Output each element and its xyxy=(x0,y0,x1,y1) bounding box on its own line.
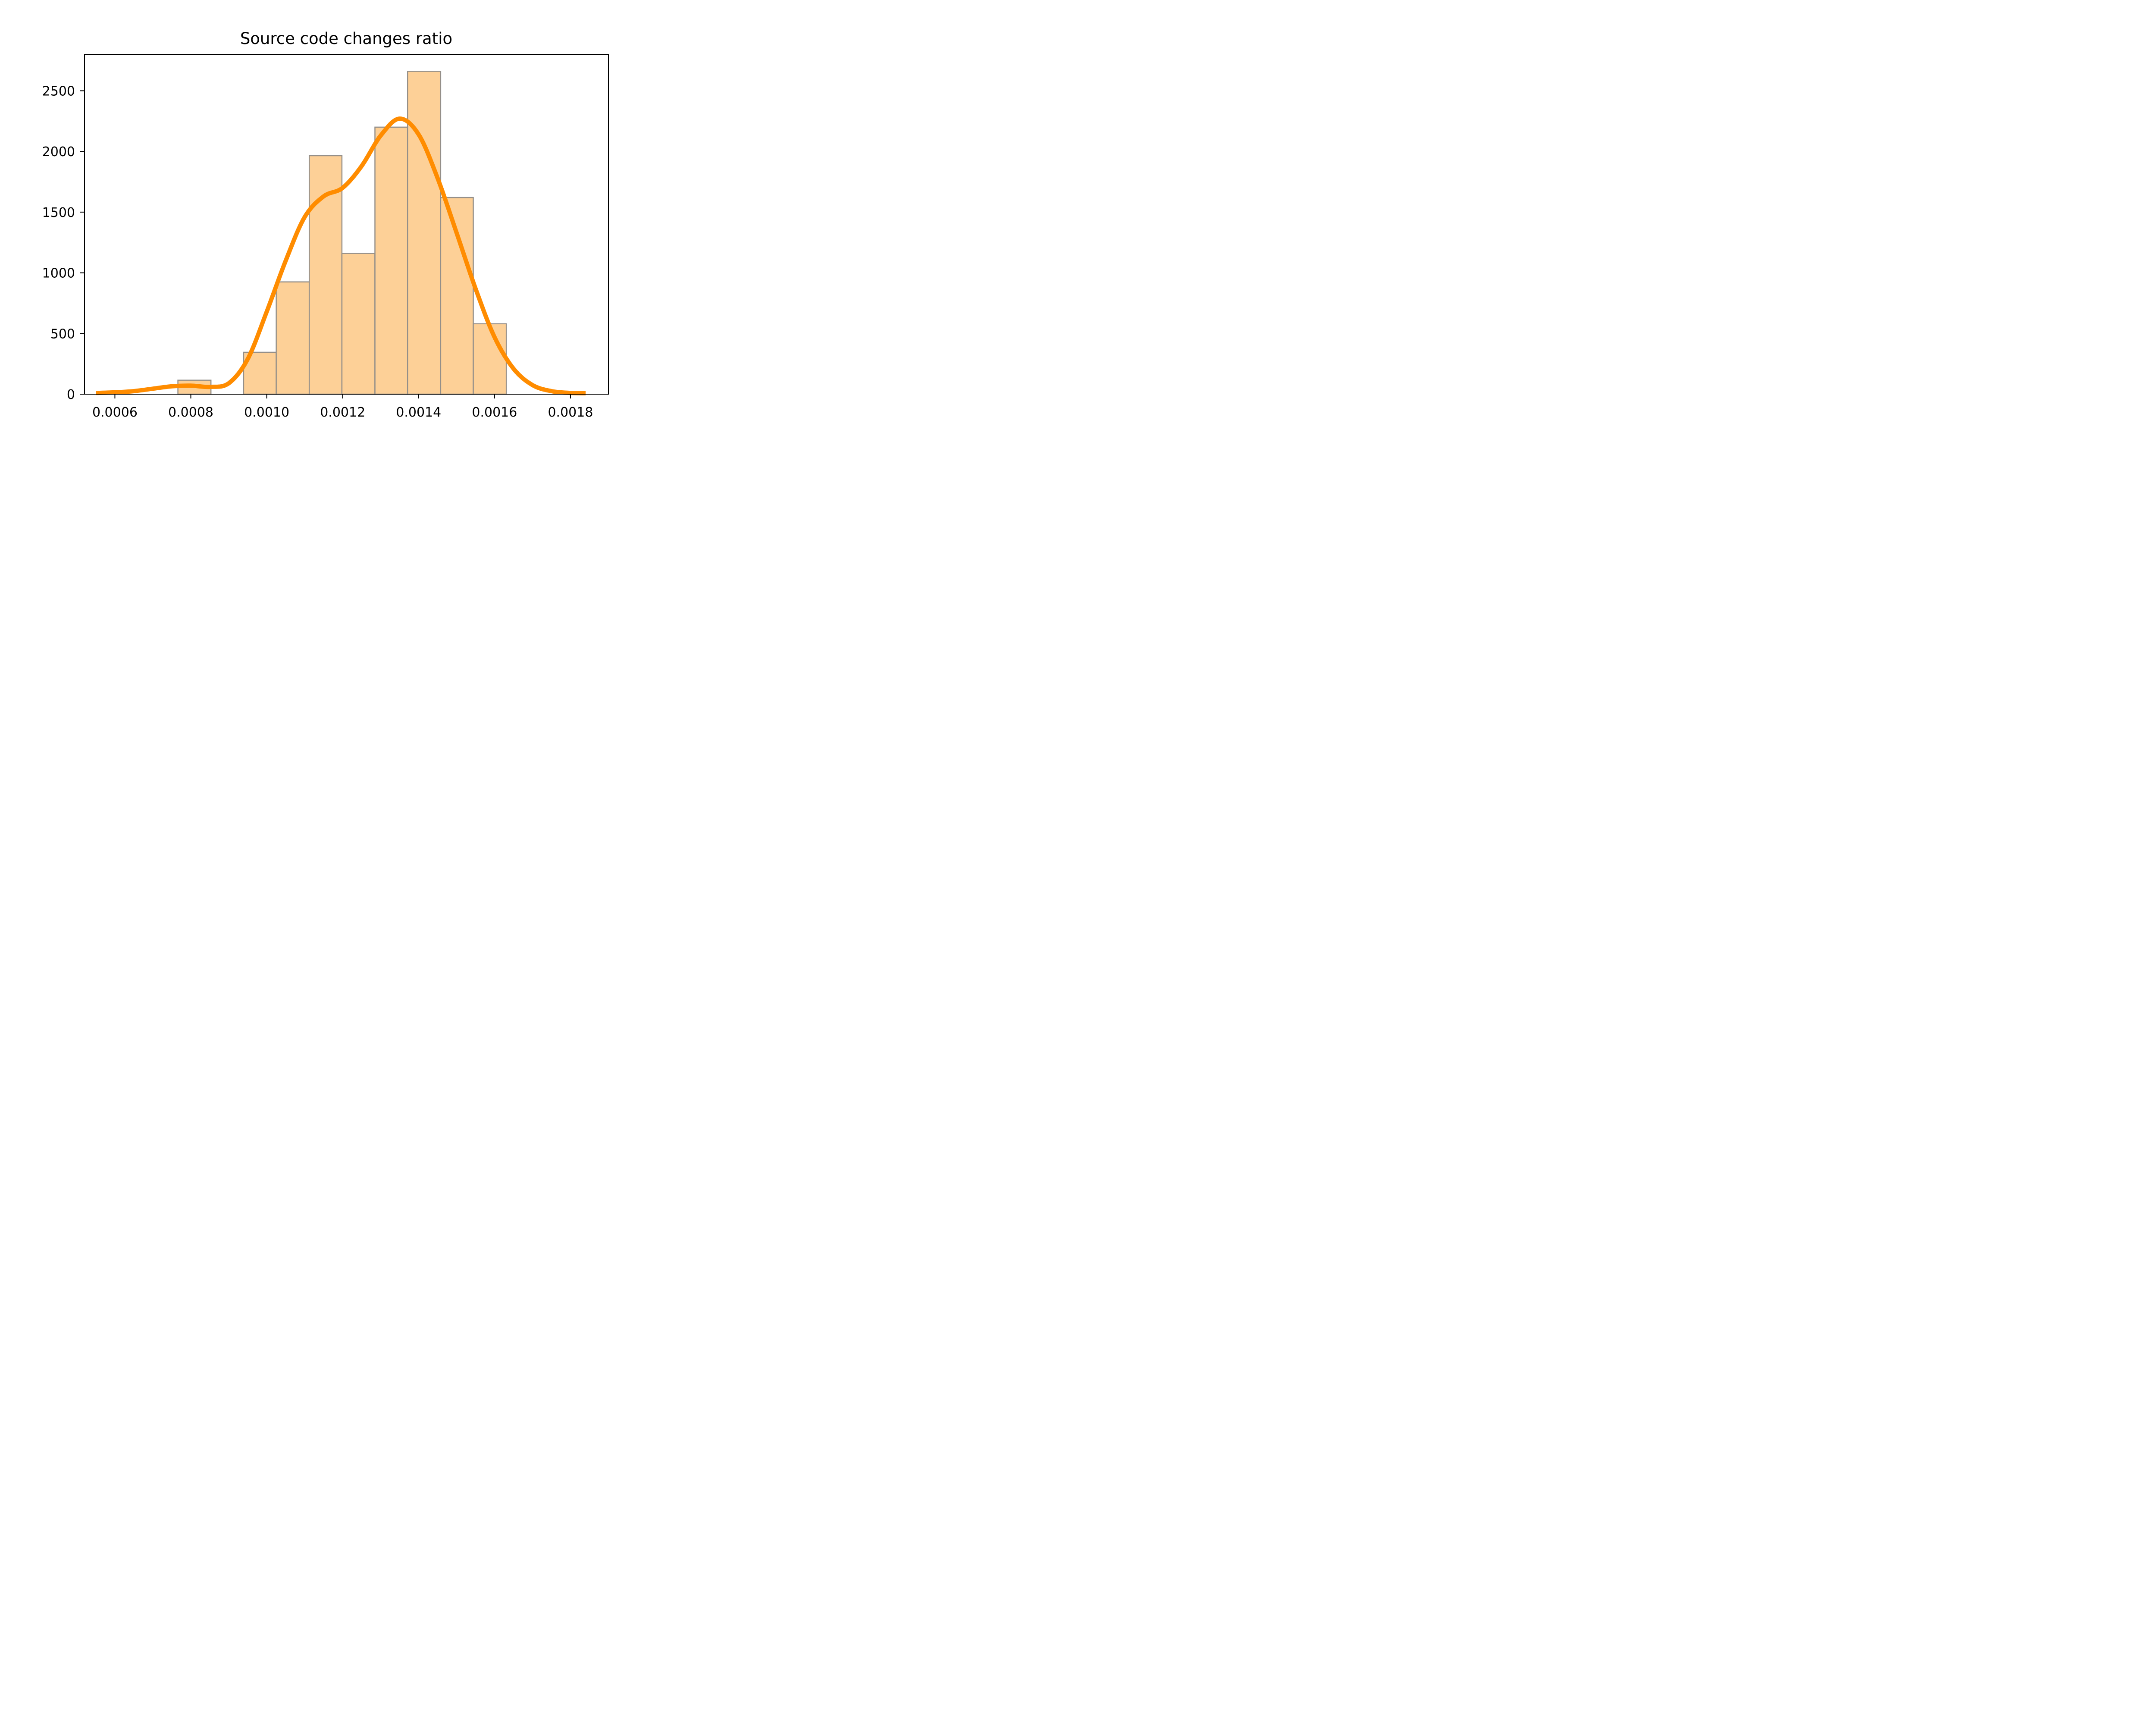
axes-layer: 0.0006 0.0008 0.0010 0.0012 0.0014 0.0016 0.00… xyxy=(42,54,609,420)
x-tick-label: 0.0016 xyxy=(472,405,517,420)
x-tick-label: 0.0018 xyxy=(548,405,593,420)
x-tick-label: 0.0010 xyxy=(244,405,289,420)
histogram-bar-10 xyxy=(473,323,507,395)
y-tick-label: 500 xyxy=(50,326,75,342)
chart-title: Source code changes ratio xyxy=(240,29,452,48)
y-tick-label: 0 xyxy=(67,387,75,402)
histogram-chart: Source code changes ratio 0.0006 0.0008 0.… xyxy=(0,0,673,448)
kde-curve xyxy=(96,116,586,395)
histogram-bar-8 xyxy=(407,71,442,395)
y-tick-label: 2500 xyxy=(42,84,75,99)
histogram-bar-7 xyxy=(374,126,408,395)
y-tick-label: 2000 xyxy=(42,144,75,160)
histogram-bar-6 xyxy=(341,253,376,395)
chart-canvas: Source code changes ratio 0.0006 0.0008 0.… xyxy=(42,29,609,420)
x-tick-label: 0.0006 xyxy=(92,405,138,420)
plot-frame xyxy=(84,54,609,395)
x-tick-label: 0.0008 xyxy=(168,405,213,420)
x-tick-label: 0.0012 xyxy=(320,405,365,420)
histogram-bar-9 xyxy=(440,197,474,395)
y-tick-label: 1000 xyxy=(42,266,75,281)
kde-layer xyxy=(96,116,586,395)
x-tick-label: 0.0014 xyxy=(396,405,441,420)
y-tick-label: 1500 xyxy=(42,205,75,220)
histogram-bar-4 xyxy=(276,281,310,395)
